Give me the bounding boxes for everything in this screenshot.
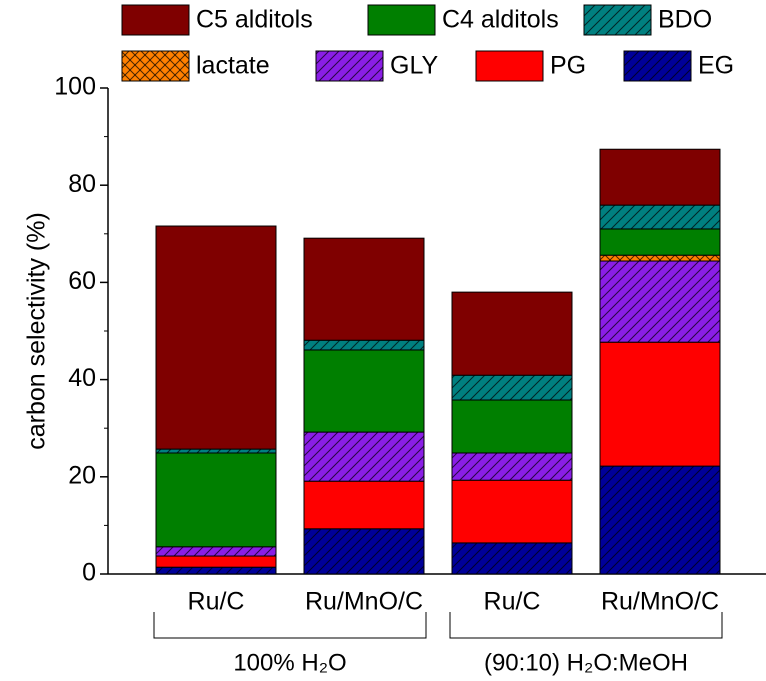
x-tick-label: Ru/C	[484, 588, 541, 616]
bar-segment	[451, 479, 573, 544]
legend-label: PG	[550, 52, 586, 80]
bar-segment	[599, 228, 721, 256]
legend-swatch	[121, 4, 190, 36]
y-tick-label: 60	[68, 267, 96, 295]
x-tick-label: Ru/C	[188, 588, 245, 616]
bar-segment	[303, 349, 425, 433]
bar-segment	[451, 542, 573, 575]
bar-segment	[451, 452, 573, 481]
y-tick-label: 100	[54, 73, 96, 101]
bar-segment	[599, 204, 721, 230]
bar-segment	[451, 399, 573, 454]
legend-label: GLY	[390, 52, 438, 80]
bar-segment	[303, 237, 425, 341]
bar-segment	[303, 339, 425, 351]
legend-swatch	[367, 4, 436, 36]
x-tick-label: Ru/MnO/C	[305, 588, 423, 616]
bar-segment	[155, 225, 277, 450]
legend-label: EG	[698, 52, 734, 80]
bar-segment	[303, 480, 425, 530]
bar-segment	[599, 148, 721, 206]
y-tick-label: 20	[68, 461, 96, 489]
bar-segment	[599, 260, 721, 343]
bar-segment	[155, 566, 277, 575]
legend-swatch	[121, 50, 190, 82]
legend-swatch	[315, 50, 384, 82]
y-tick-label: 40	[68, 364, 96, 392]
group-label: 100% H₂O	[233, 649, 346, 676]
bar-segment	[303, 431, 425, 482]
legend-label: C4 alditols	[442, 6, 559, 34]
bar-segment	[155, 555, 277, 568]
legend-swatch	[583, 4, 652, 36]
group-bracket	[449, 612, 723, 639]
legend-label: C5 alditols	[196, 6, 313, 34]
bar-segment	[451, 291, 573, 376]
bar-segment	[599, 254, 721, 262]
bar-segment	[599, 465, 721, 575]
legend-label: lactate	[196, 52, 270, 80]
y-tick-label: 80	[68, 170, 96, 198]
bar-segment	[303, 528, 425, 575]
bar-segment	[155, 546, 277, 557]
legend-swatch	[475, 50, 544, 82]
group-label: (90:10) H₂O:MeOH	[484, 649, 688, 676]
bar-segment	[155, 448, 277, 454]
bar-segment	[155, 452, 277, 548]
bar-segment	[451, 374, 573, 401]
group-bracket	[153, 612, 427, 639]
bar-segment	[599, 341, 721, 467]
y-axis-label: carbon selectivity (%)	[23, 212, 51, 450]
legend-swatch	[623, 50, 692, 82]
y-tick-label: 0	[82, 559, 96, 587]
legend-label: BDO	[658, 6, 712, 34]
x-tick-label: Ru/MnO/C	[601, 588, 719, 616]
